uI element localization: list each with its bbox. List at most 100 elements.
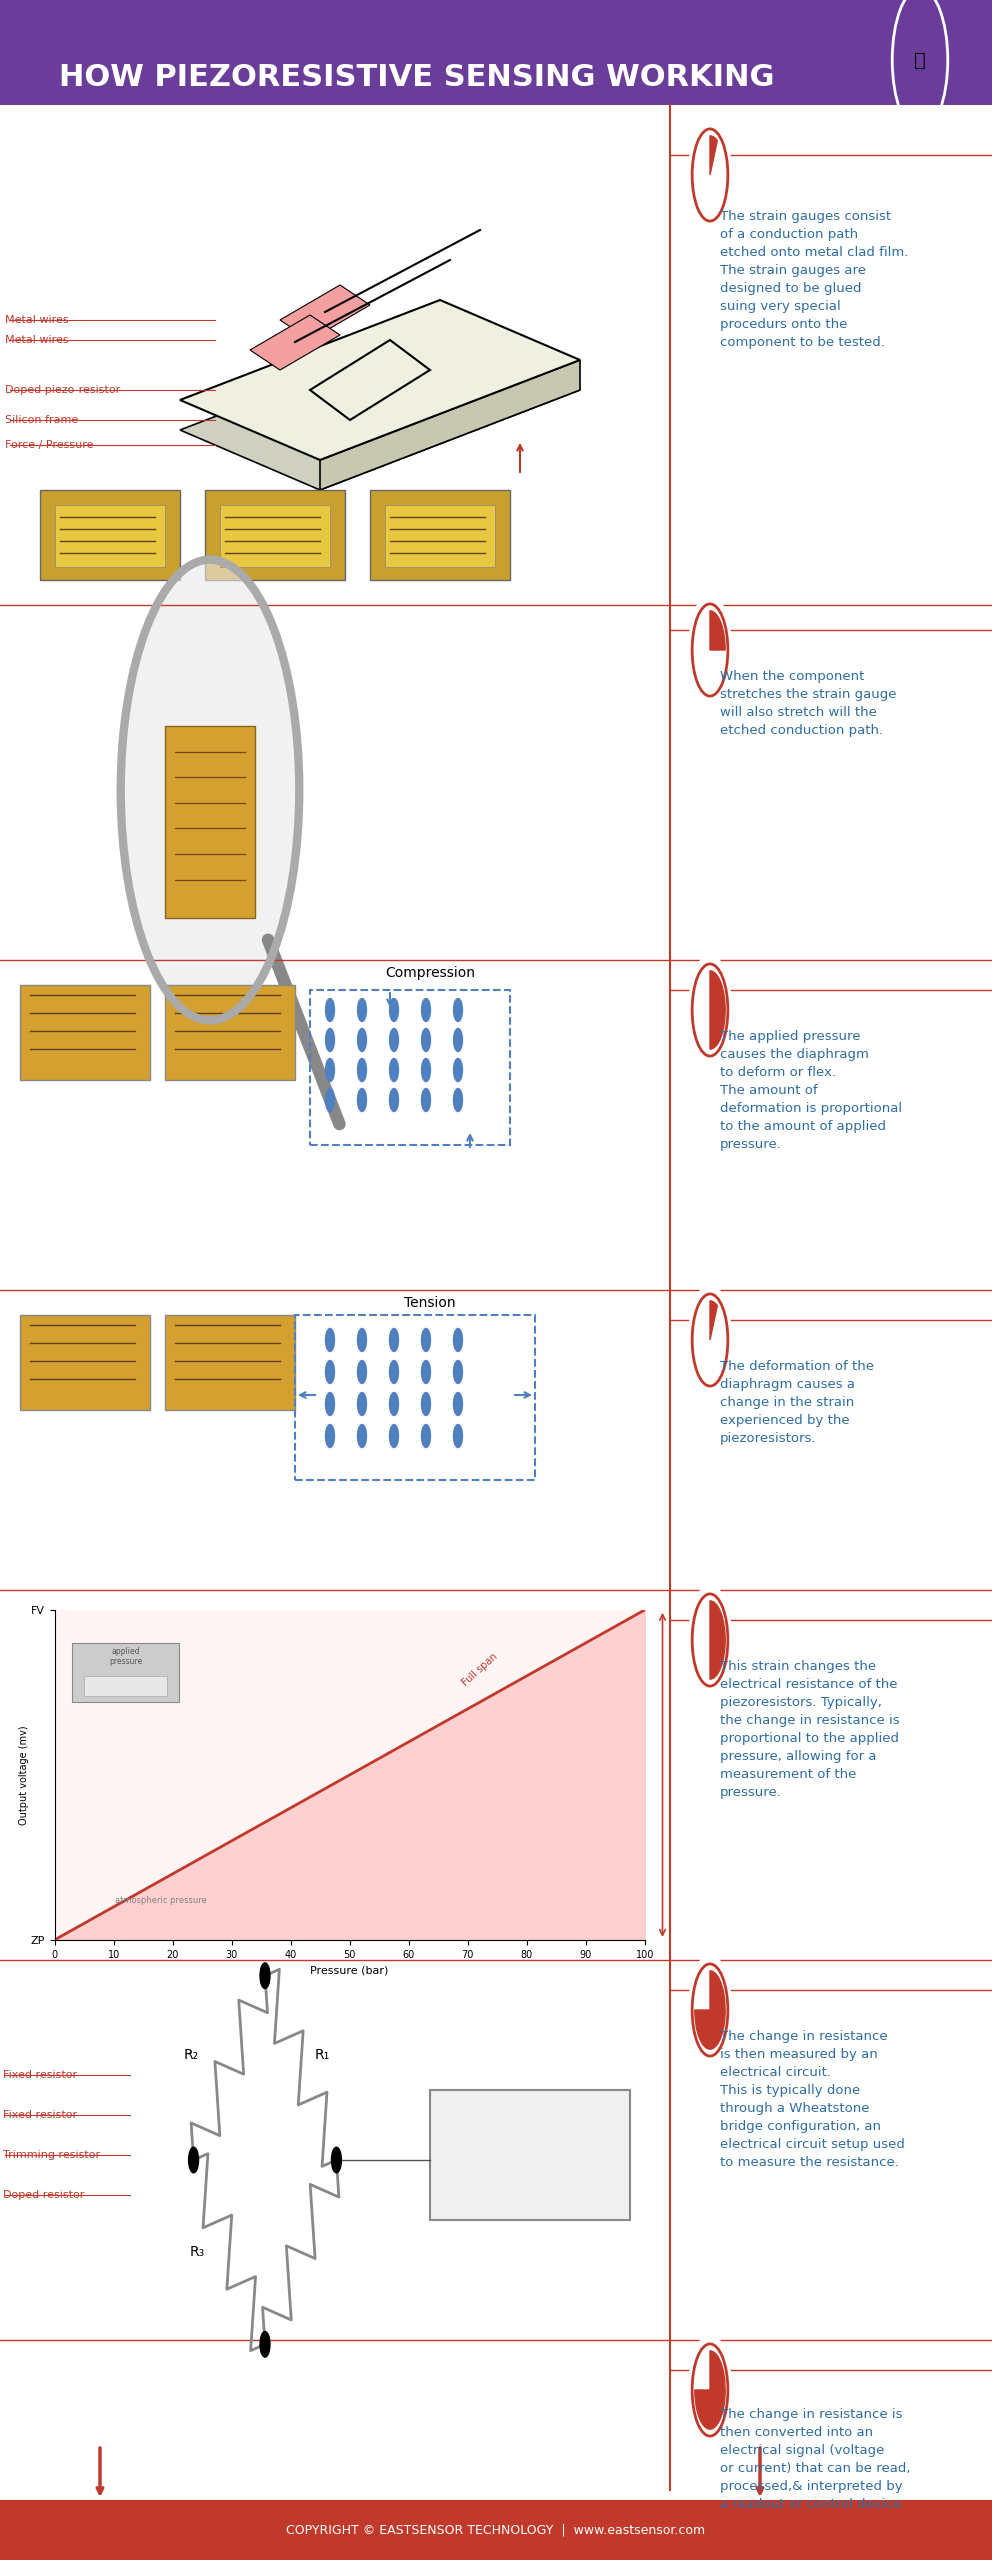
Polygon shape	[180, 300, 580, 461]
Circle shape	[453, 1393, 462, 1416]
Polygon shape	[280, 284, 370, 340]
Circle shape	[357, 1359, 366, 1382]
Bar	[310, 991, 510, 1144]
Circle shape	[325, 1029, 334, 1052]
Circle shape	[453, 1029, 462, 1052]
Text: Fixed resistor: Fixed resistor	[3, 2071, 77, 2079]
X-axis label: Pressure (bar): Pressure (bar)	[310, 1966, 389, 1976]
Circle shape	[453, 1057, 462, 1080]
Circle shape	[390, 1423, 399, 1446]
Bar	[166, 727, 255, 919]
Wedge shape	[710, 1300, 717, 1339]
Circle shape	[325, 1423, 334, 1446]
Circle shape	[390, 1393, 399, 1416]
Circle shape	[325, 1329, 334, 1352]
Circle shape	[688, 1585, 731, 1695]
Circle shape	[688, 2335, 731, 2445]
Circle shape	[390, 1359, 399, 1382]
Text: The applied pressure
causes the diaphragm
to deform or flex.
The amount of
defor: The applied pressure causes the diaphrag…	[720, 1029, 902, 1152]
Text: Doped resistor: Doped resistor	[3, 2189, 84, 2199]
Wedge shape	[710, 612, 725, 650]
Wedge shape	[694, 1971, 725, 2048]
Text: The change in resistance
is then measured by an
electrical circuit.
This is typi: The change in resistance is then measure…	[720, 2030, 905, 2168]
Circle shape	[260, 1964, 270, 1989]
Text: 🧠: 🧠	[914, 51, 926, 69]
Circle shape	[453, 1329, 462, 1352]
Text: Doped piezo-resistor: Doped piezo-resistor	[5, 384, 120, 394]
Text: HOW PIEZORESISTIVE SENSING WORKING: HOW PIEZORESISTIVE SENSING WORKING	[59, 64, 775, 92]
Text: Trimming resistor: Trimming resistor	[3, 2150, 100, 2161]
Circle shape	[357, 998, 366, 1021]
Circle shape	[688, 1956, 731, 2066]
Circle shape	[390, 1029, 399, 1052]
Circle shape	[325, 1088, 334, 1111]
Bar	[205, 489, 345, 581]
Circle shape	[422, 1359, 431, 1382]
Bar	[220, 504, 330, 566]
Text: Compression: Compression	[385, 965, 475, 980]
Circle shape	[357, 1393, 366, 1416]
Circle shape	[325, 1057, 334, 1080]
Text: R₁: R₁	[314, 2048, 330, 2061]
Circle shape	[422, 1423, 431, 1446]
Bar	[385, 504, 495, 566]
Circle shape	[121, 561, 300, 1021]
Polygon shape	[250, 315, 340, 371]
Y-axis label: Output voltage (mv): Output voltage (mv)	[19, 1725, 29, 1825]
Circle shape	[390, 1329, 399, 1352]
Circle shape	[453, 1423, 462, 1446]
Bar	[72, 1644, 179, 1702]
Circle shape	[390, 998, 399, 1021]
Text: Full span: Full span	[460, 1651, 499, 1687]
Text: This strain changes the
electrical resistance of the
piezoresistors. Typically,
: This strain changes the electrical resis…	[720, 1659, 900, 1800]
Circle shape	[422, 1393, 431, 1416]
Circle shape	[325, 998, 334, 1021]
Text: The change in resistance is
then converted into an
electrical signal (voltage
or: The change in resistance is then convert…	[720, 2409, 911, 2511]
Text: R₃: R₃	[189, 2245, 205, 2258]
Text: Tension: Tension	[404, 1295, 455, 1311]
Bar	[55, 504, 165, 566]
Circle shape	[422, 998, 431, 1021]
Text: Metal wires: Metal wires	[5, 335, 68, 346]
Circle shape	[331, 2148, 341, 2173]
Circle shape	[325, 1393, 334, 1416]
Wedge shape	[710, 136, 717, 174]
Bar	[20, 1316, 150, 1411]
Bar	[0, 2501, 992, 2560]
Bar	[295, 1316, 535, 1480]
Text: atmospheric pressure: atmospheric pressure	[115, 1897, 206, 1905]
Circle shape	[688, 955, 731, 1065]
Circle shape	[453, 1088, 462, 1111]
Bar	[0, 0, 992, 105]
Polygon shape	[320, 361, 580, 489]
Wedge shape	[710, 1600, 725, 1679]
Circle shape	[688, 120, 731, 230]
Circle shape	[357, 1423, 366, 1446]
Circle shape	[422, 1088, 431, 1111]
Circle shape	[357, 1057, 366, 1080]
Circle shape	[390, 1057, 399, 1080]
Circle shape	[453, 998, 462, 1021]
Circle shape	[422, 1057, 431, 1080]
Bar	[84, 1677, 167, 1695]
Circle shape	[422, 1329, 431, 1352]
Bar	[370, 489, 510, 581]
Circle shape	[453, 1359, 462, 1382]
Circle shape	[390, 1088, 399, 1111]
Bar	[165, 1316, 295, 1411]
Circle shape	[325, 1359, 334, 1382]
Polygon shape	[180, 330, 580, 489]
Text: Fixed resistor: Fixed resistor	[3, 2109, 77, 2120]
Text: R₂: R₂	[185, 2048, 199, 2061]
Circle shape	[357, 1088, 366, 1111]
Circle shape	[688, 1285, 731, 1395]
Circle shape	[688, 594, 731, 707]
Text: Force / Pressure: Force / Pressure	[5, 440, 93, 451]
Text: Silicon frame: Silicon frame	[5, 415, 78, 425]
Bar	[40, 489, 180, 581]
Circle shape	[260, 2332, 270, 2358]
Bar	[165, 986, 295, 1080]
Text: Metal wires: Metal wires	[5, 315, 68, 325]
Text: When the component
stretches the strain gauge
will also stretch will the
etched : When the component stretches the strain …	[720, 671, 897, 737]
Wedge shape	[694, 2350, 725, 2429]
